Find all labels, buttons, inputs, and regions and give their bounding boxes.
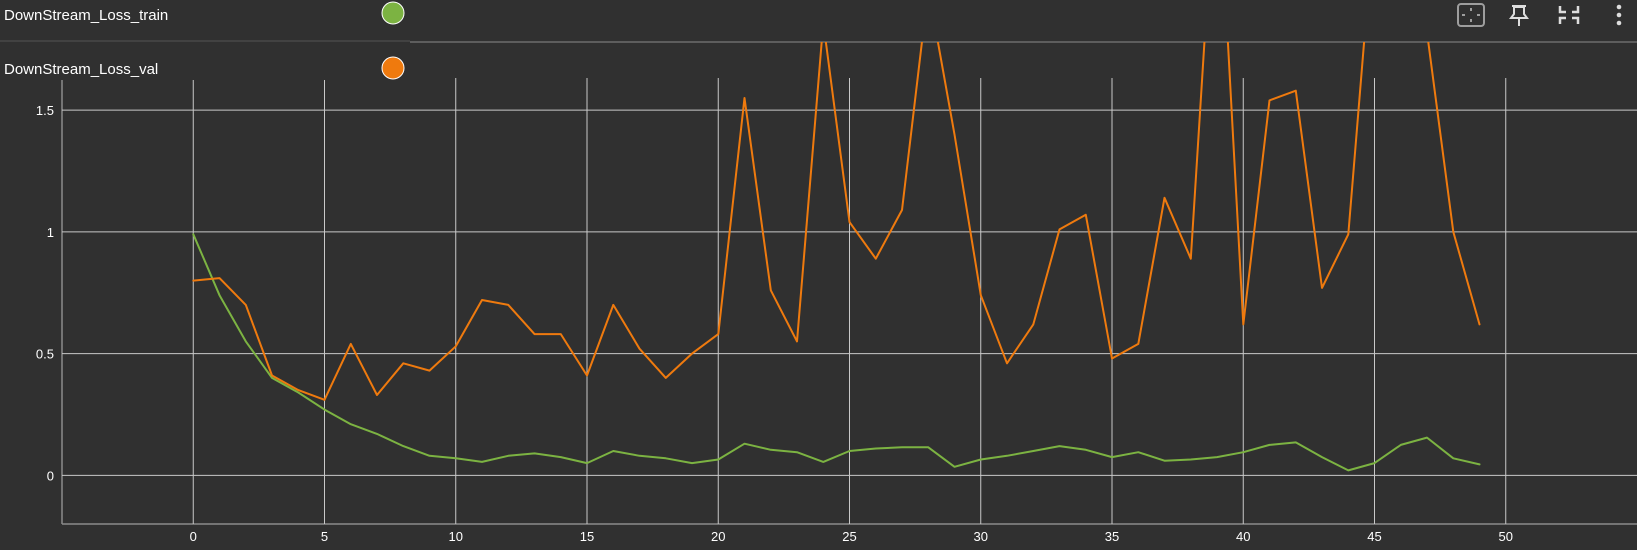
x-tick-label: 40 bbox=[1236, 529, 1250, 544]
toolbar bbox=[1457, 3, 1622, 27]
x-tick-label: 50 bbox=[1499, 529, 1513, 544]
grid bbox=[62, 78, 1637, 524]
x-tick-label: 0 bbox=[190, 529, 197, 544]
legend-item-train[interactable]: DownStream_Loss_train bbox=[4, 1, 405, 25]
x-tick-label: 10 bbox=[449, 529, 463, 544]
x-tick-label: 25 bbox=[842, 529, 856, 544]
x-tick-label: 15 bbox=[580, 529, 594, 544]
x-tick-label: 35 bbox=[1105, 529, 1119, 544]
y-tick-label: 1.5 bbox=[36, 103, 54, 118]
tick-labels: 0 5 10 15 20 25 30 35 40 45 50 0 0.5 1 1.5 bbox=[36, 103, 1513, 544]
pin-icon[interactable] bbox=[1509, 5, 1529, 26]
x-tick-label: 5 bbox=[321, 529, 328, 544]
series-line-downstream-loss-train[interactable] bbox=[192, 233, 1481, 472]
legend-label-train: DownStream_Loss_train bbox=[4, 7, 168, 24]
legend-swatch-val[interactable] bbox=[381, 56, 405, 80]
legend-item-val[interactable]: DownStream_Loss_val bbox=[4, 56, 405, 80]
y-tick-label: 1 bbox=[47, 225, 54, 240]
series-group bbox=[192, 0, 1481, 472]
x-tick-label: 20 bbox=[711, 529, 725, 544]
more-vert-icon[interactable] bbox=[1616, 4, 1622, 26]
y-tick-label: 0.5 bbox=[36, 347, 54, 362]
y-tick-label: 0 bbox=[47, 468, 54, 483]
fit-to-data-icon[interactable] bbox=[1457, 3, 1485, 27]
x-tick-label: 30 bbox=[974, 529, 988, 544]
legend-swatch-train[interactable] bbox=[381, 1, 405, 25]
legend-background bbox=[0, 0, 410, 80]
x-tick-label: 45 bbox=[1367, 529, 1381, 544]
legend: DownStream_Loss_train DownStream_Loss_va… bbox=[0, 0, 410, 80]
series-line-downstream-loss-val[interactable] bbox=[192, 0, 1481, 401]
collapse-icon[interactable] bbox=[1558, 6, 1580, 24]
legend-label-val: DownStream_Loss_val bbox=[4, 61, 158, 78]
